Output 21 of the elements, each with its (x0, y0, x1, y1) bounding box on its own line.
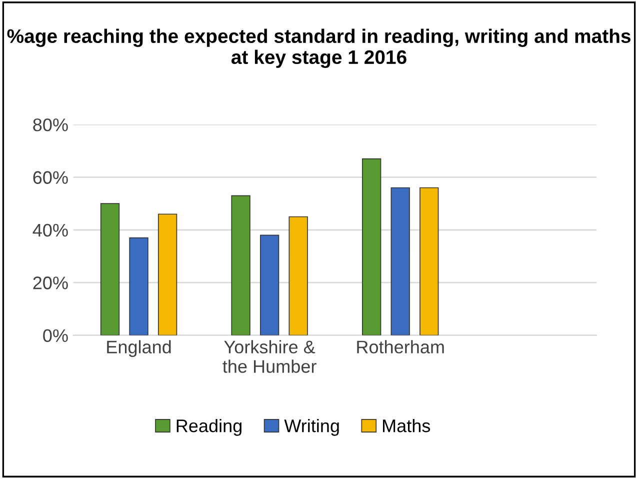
y-tick-label: 40% (32, 224, 68, 237)
y-tick-label: 60% (33, 171, 68, 184)
bar (100, 203, 120, 336)
chart-title: %age reaching the expected standard in reading, writing and maths at key stage 1 2016 (7, 28, 630, 68)
y-tick-label: 0% (43, 329, 68, 342)
y-tick-label: 80% (33, 118, 68, 132)
bar (158, 214, 178, 336)
bar (288, 216, 308, 336)
legend-label: Writing (284, 418, 339, 436)
bar (231, 195, 250, 336)
bar (129, 237, 148, 336)
bar (390, 187, 410, 336)
x-tick-label: Yorkshire & the Humber (222, 340, 316, 373)
bar (362, 158, 382, 336)
legend-label: Maths (383, 418, 430, 432)
x-tick-label: England (107, 340, 171, 357)
bar (260, 234, 280, 336)
y-tick-label: 20% (33, 276, 68, 290)
x-tick-label: Rotherham (357, 340, 444, 354)
bar (420, 187, 439, 336)
legend-label: Reading (176, 418, 242, 436)
